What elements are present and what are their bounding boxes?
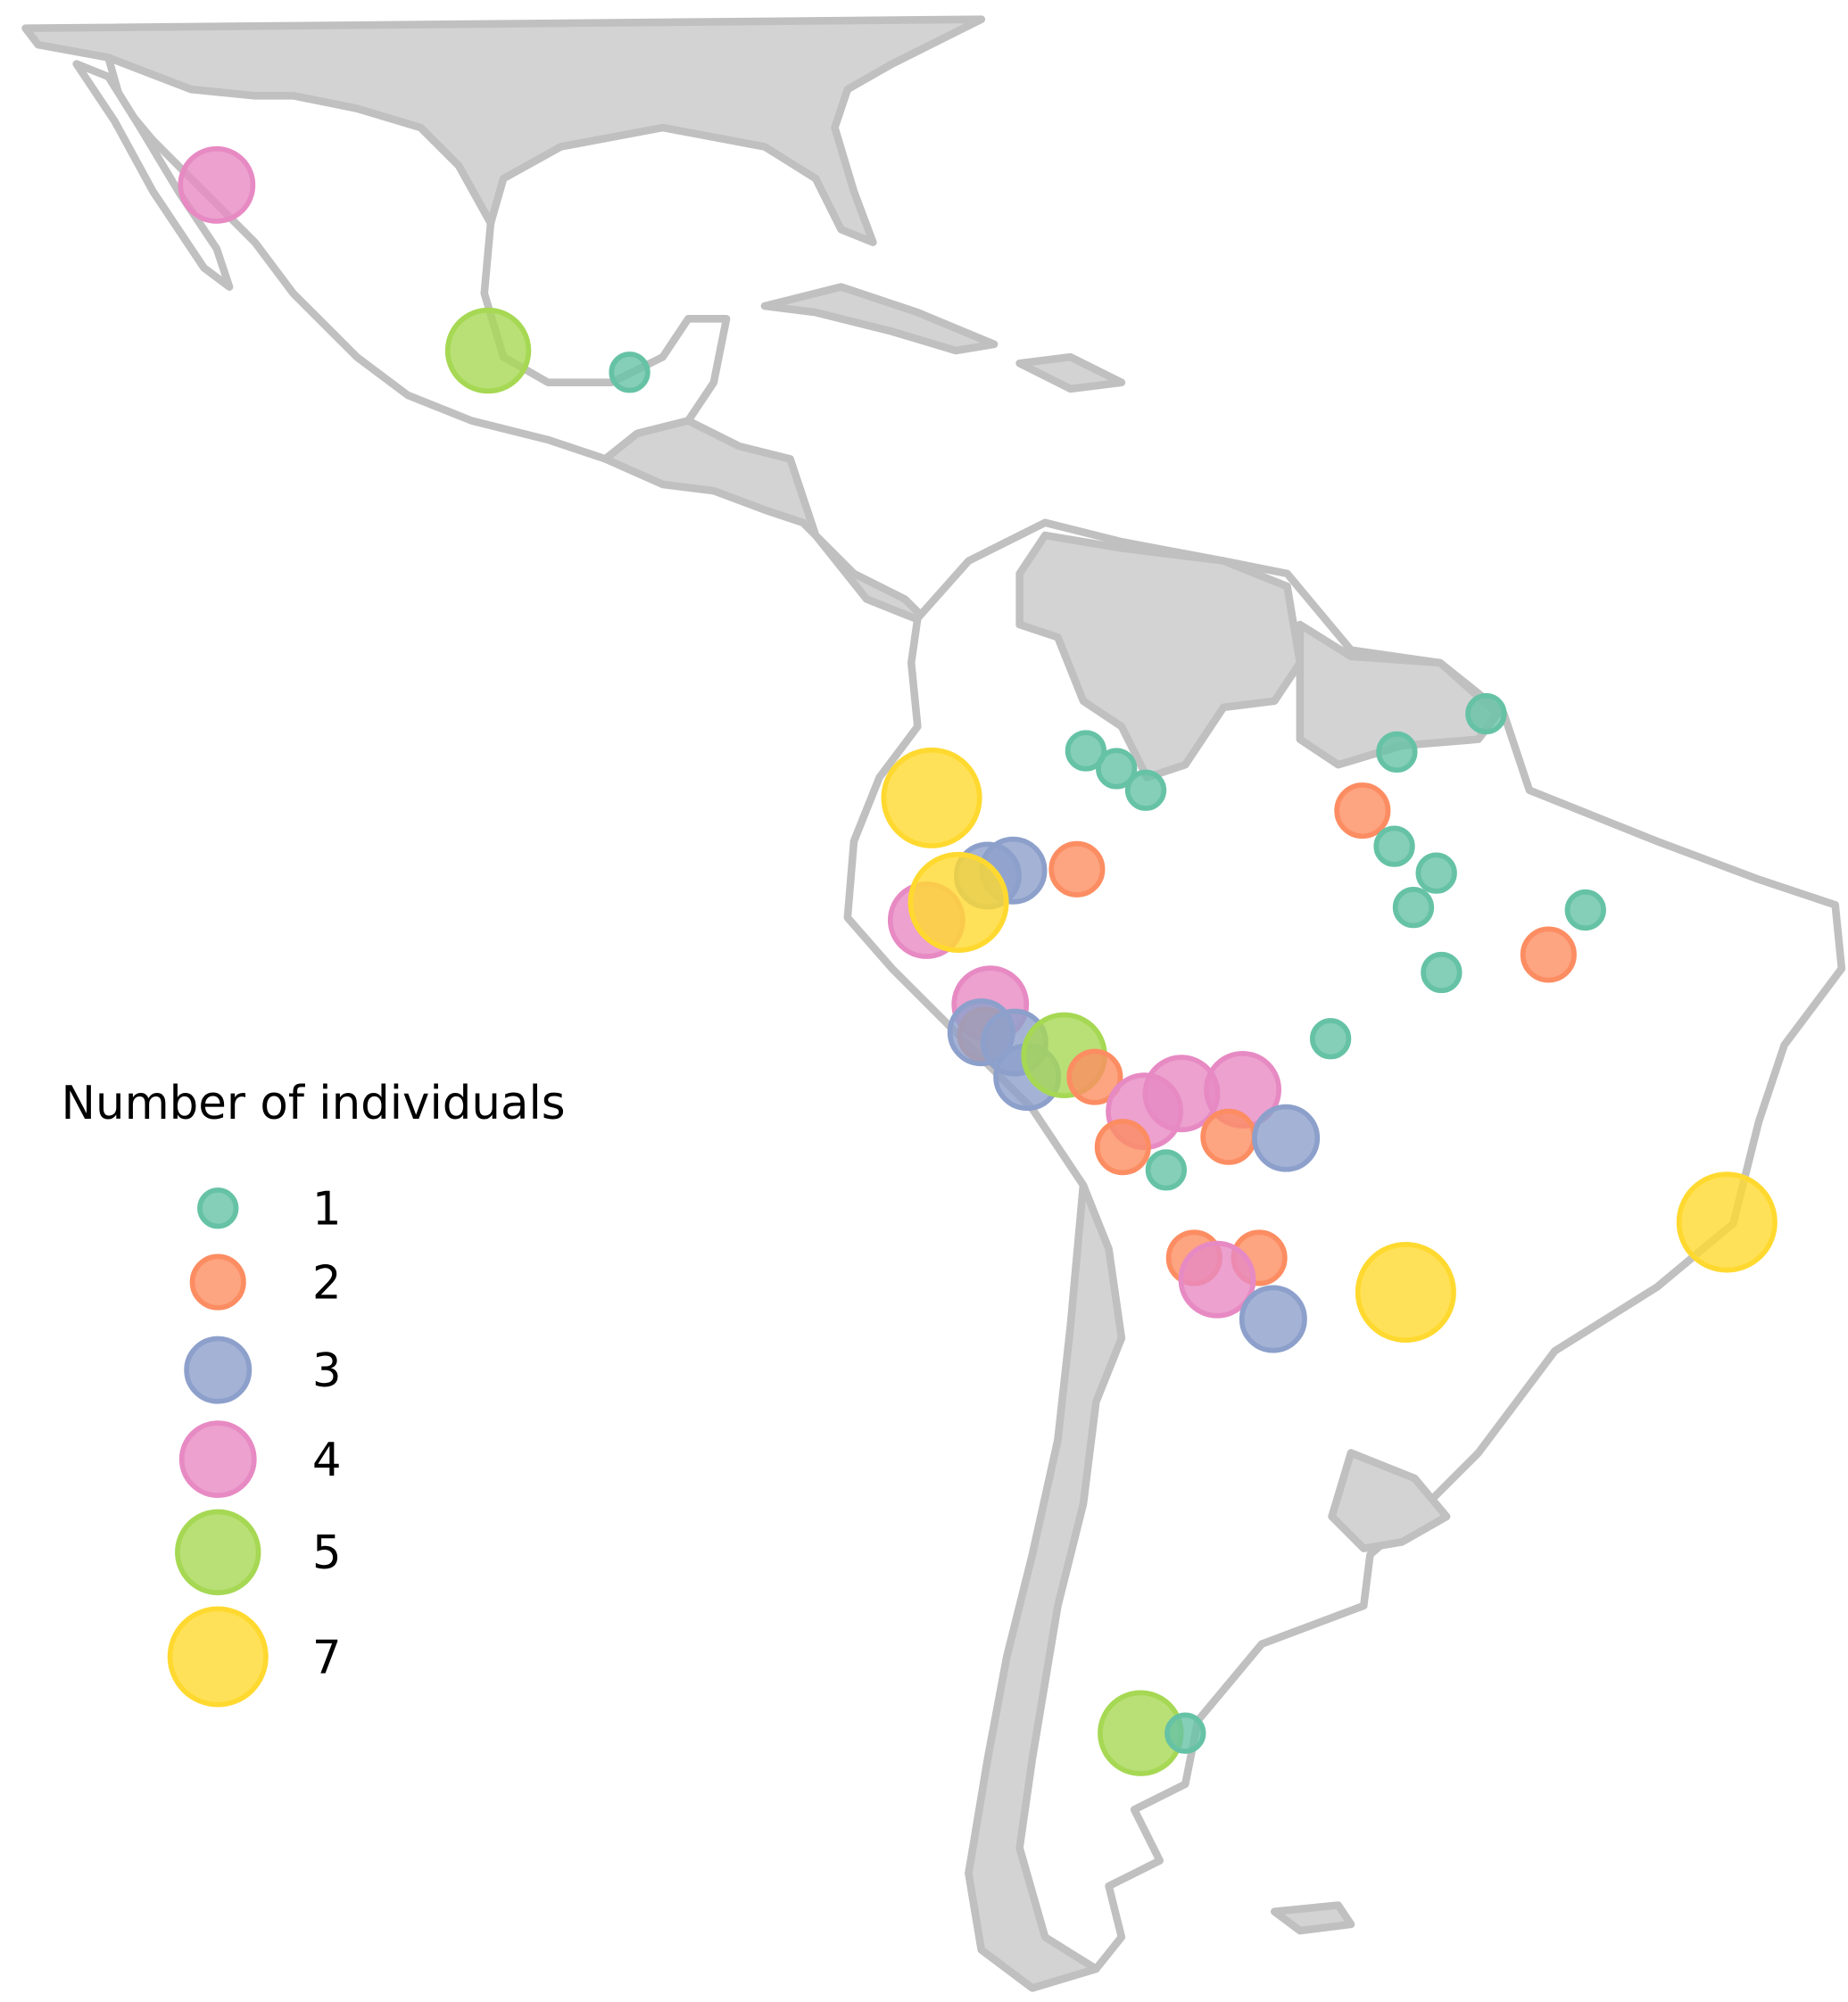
marker	[1465, 692, 1507, 735]
legend-title: Number of individuals	[62, 1077, 566, 1130]
land-baja	[72, 60, 234, 291]
marker	[1392, 887, 1435, 929]
marker	[1048, 840, 1106, 898]
legend-marker	[189, 1253, 246, 1311]
marker	[178, 145, 256, 224]
marker	[1415, 852, 1457, 894]
marker	[1094, 1119, 1151, 1176]
marker	[1124, 769, 1167, 811]
legend-label: 5	[312, 1526, 342, 1580]
land-venezuela	[1015, 531, 1305, 782]
legend-label: 3	[312, 1344, 342, 1398]
legend-marker	[178, 1420, 257, 1499]
land-guianas	[1296, 620, 1502, 769]
marker	[1252, 1104, 1321, 1172]
marker	[1334, 782, 1391, 840]
marker	[1200, 1108, 1257, 1165]
basemap	[21, 15, 1846, 1992]
land-falklands	[1270, 1901, 1355, 1935]
legend-marker	[167, 1606, 269, 1708]
marker	[444, 307, 532, 394]
marker	[1065, 730, 1107, 772]
marker	[1520, 926, 1577, 983]
marker	[1145, 1149, 1188, 1191]
legend-label: 1	[312, 1183, 342, 1237]
marker	[609, 352, 651, 393]
marker	[1676, 1171, 1778, 1273]
legend-label: 2	[312, 1256, 342, 1310]
land-cuba	[760, 283, 999, 355]
land-central-america	[601, 417, 934, 629]
legend-label: 4	[312, 1434, 342, 1487]
markers	[178, 145, 1778, 1776]
marker	[1373, 825, 1415, 867]
legend-marker	[175, 1509, 261, 1596]
marker	[1376, 731, 1418, 774]
marker	[907, 851, 1009, 953]
marker	[1309, 1018, 1352, 1060]
land-mexico	[104, 54, 731, 463]
marker	[1066, 1048, 1123, 1105]
legend-marker	[197, 1187, 239, 1229]
legend-label: 7	[312, 1631, 342, 1684]
marker	[1355, 1241, 1456, 1344]
marker	[1421, 951, 1463, 994]
land-uruguay	[1328, 1449, 1451, 1552]
land-hispaniola	[1015, 352, 1126, 393]
marker	[1178, 1240, 1256, 1319]
legend: 1 2 3 4 5 7	[167, 1183, 342, 1708]
marker	[881, 747, 982, 848]
legend-marker	[184, 1336, 253, 1404]
marker	[1564, 889, 1606, 931]
land-chile	[965, 1181, 1126, 1992]
marker	[1239, 1285, 1307, 1353]
marker	[1096, 748, 1138, 790]
marker	[1164, 1712, 1206, 1754]
